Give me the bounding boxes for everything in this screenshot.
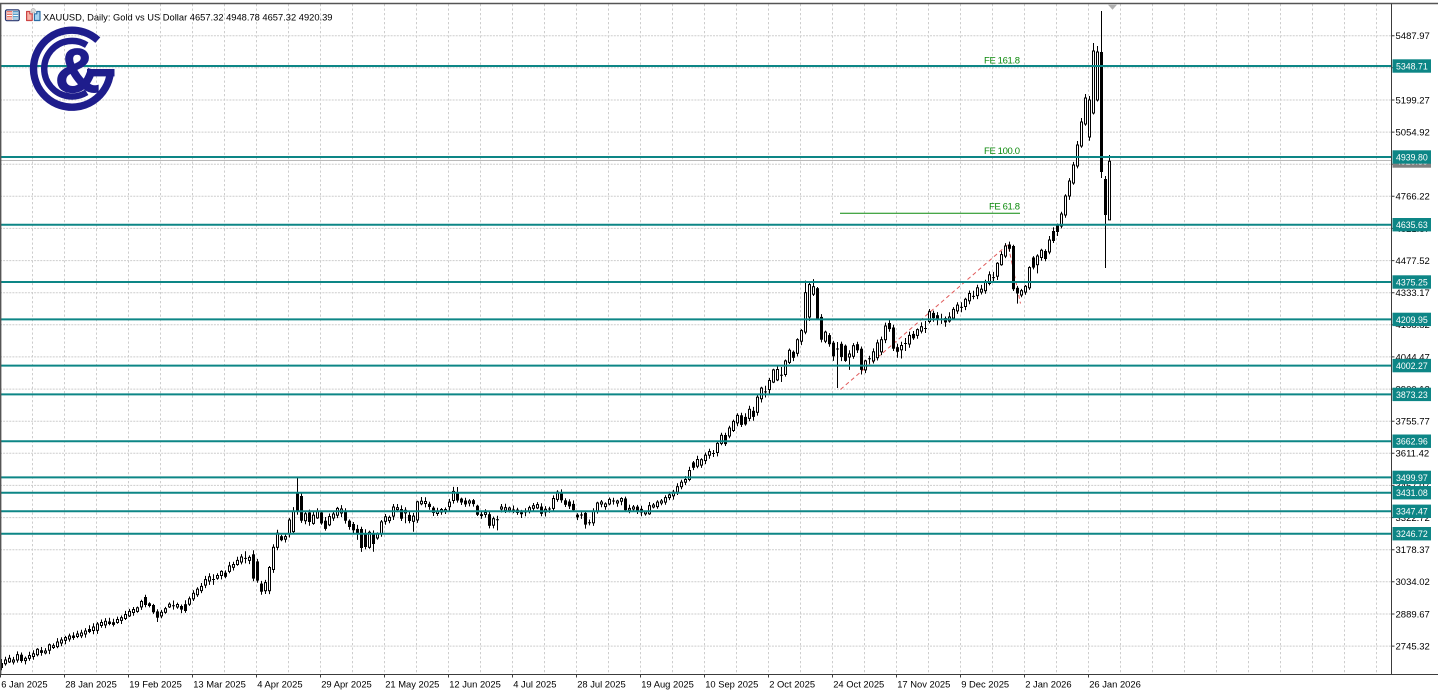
svg-text:19 Feb 2025: 19 Feb 2025 xyxy=(129,679,182,690)
svg-text:4044.47: 4044.47 xyxy=(1396,352,1430,363)
svg-text:5487.97: 5487.97 xyxy=(1396,31,1430,42)
svg-text:5348.71: 5348.71 xyxy=(1396,61,1428,72)
svg-text:4333.17: 4333.17 xyxy=(1396,288,1430,299)
svg-text:3755.77: 3755.77 xyxy=(1396,417,1430,428)
svg-text:6 Jan 2025: 6 Jan 2025 xyxy=(1,679,47,690)
svg-text:10 Sep 2025: 10 Sep 2025 xyxy=(705,679,758,690)
svg-text:3322.72: 3322.72 xyxy=(1396,513,1430,524)
svg-text:3034.02: 3034.02 xyxy=(1396,577,1430,588)
svg-text:3246.72: 3246.72 xyxy=(1396,529,1428,540)
svg-text:2889.67: 2889.67 xyxy=(1396,609,1430,620)
svg-text:FE 161.8: FE 161.8 xyxy=(984,56,1020,67)
svg-text:&: & xyxy=(55,37,100,106)
svg-text:2 Oct 2025: 2 Oct 2025 xyxy=(769,679,815,690)
svg-text:4209.95: 4209.95 xyxy=(1396,315,1428,326)
svg-text:29 Apr 2025: 29 Apr 2025 xyxy=(321,679,372,690)
svg-text:4939.80: 4939.80 xyxy=(1396,152,1428,163)
svg-text:28 Jan 2025: 28 Jan 2025 xyxy=(65,679,117,690)
svg-text:3611.42: 3611.42 xyxy=(1396,449,1430,460)
svg-text:4766.22: 4766.22 xyxy=(1396,192,1430,203)
svg-text:XAUUSD, Daily: Gold vs US Dol: XAUUSD, Daily: Gold vs US Dollar 4657.32… xyxy=(43,12,333,23)
svg-text:3873.23: 3873.23 xyxy=(1396,390,1428,401)
svg-text:4635.63: 4635.63 xyxy=(1396,220,1428,231)
svg-text:4002.27: 4002.27 xyxy=(1396,361,1428,372)
svg-text:17 Nov 2025: 17 Nov 2025 xyxy=(897,679,950,690)
svg-text:12 Jun 2025: 12 Jun 2025 xyxy=(449,679,501,690)
svg-text:3662.96: 3662.96 xyxy=(1396,437,1428,448)
svg-text:4 Jul 2025: 4 Jul 2025 xyxy=(513,679,556,690)
svg-text:3347.47: 3347.47 xyxy=(1396,507,1428,518)
svg-text:2 Jan 2026: 2 Jan 2026 xyxy=(1025,679,1071,690)
svg-text:24 Oct 2025: 24 Oct 2025 xyxy=(833,679,884,690)
svg-text:FE 100.0: FE 100.0 xyxy=(984,146,1020,157)
svg-text:9 Dec 2025: 9 Dec 2025 xyxy=(961,679,1009,690)
svg-text:19 Aug 2025: 19 Aug 2025 xyxy=(641,679,694,690)
svg-text:4477.52: 4477.52 xyxy=(1396,256,1430,267)
svg-text:13 Mar 2025: 13 Mar 2025 xyxy=(193,679,246,690)
svg-text:5199.27: 5199.27 xyxy=(1396,95,1430,106)
svg-text:4 Apr 2025: 4 Apr 2025 xyxy=(257,679,302,690)
svg-text:5054.92: 5054.92 xyxy=(1396,128,1430,139)
svg-text:2745.32: 2745.32 xyxy=(1396,642,1430,653)
svg-text:26 Jan 2026: 26 Jan 2026 xyxy=(1089,679,1141,690)
svg-text:28 Jul 2025: 28 Jul 2025 xyxy=(577,679,625,690)
svg-text:21 May 2025: 21 May 2025 xyxy=(385,679,439,690)
svg-text:4375.25: 4375.25 xyxy=(1396,277,1428,288)
svg-text:3178.37: 3178.37 xyxy=(1396,545,1430,556)
svg-text:3431.08: 3431.08 xyxy=(1396,488,1428,499)
svg-text:FE 61.8: FE 61.8 xyxy=(989,202,1020,213)
svg-text:3499.97: 3499.97 xyxy=(1396,473,1428,484)
